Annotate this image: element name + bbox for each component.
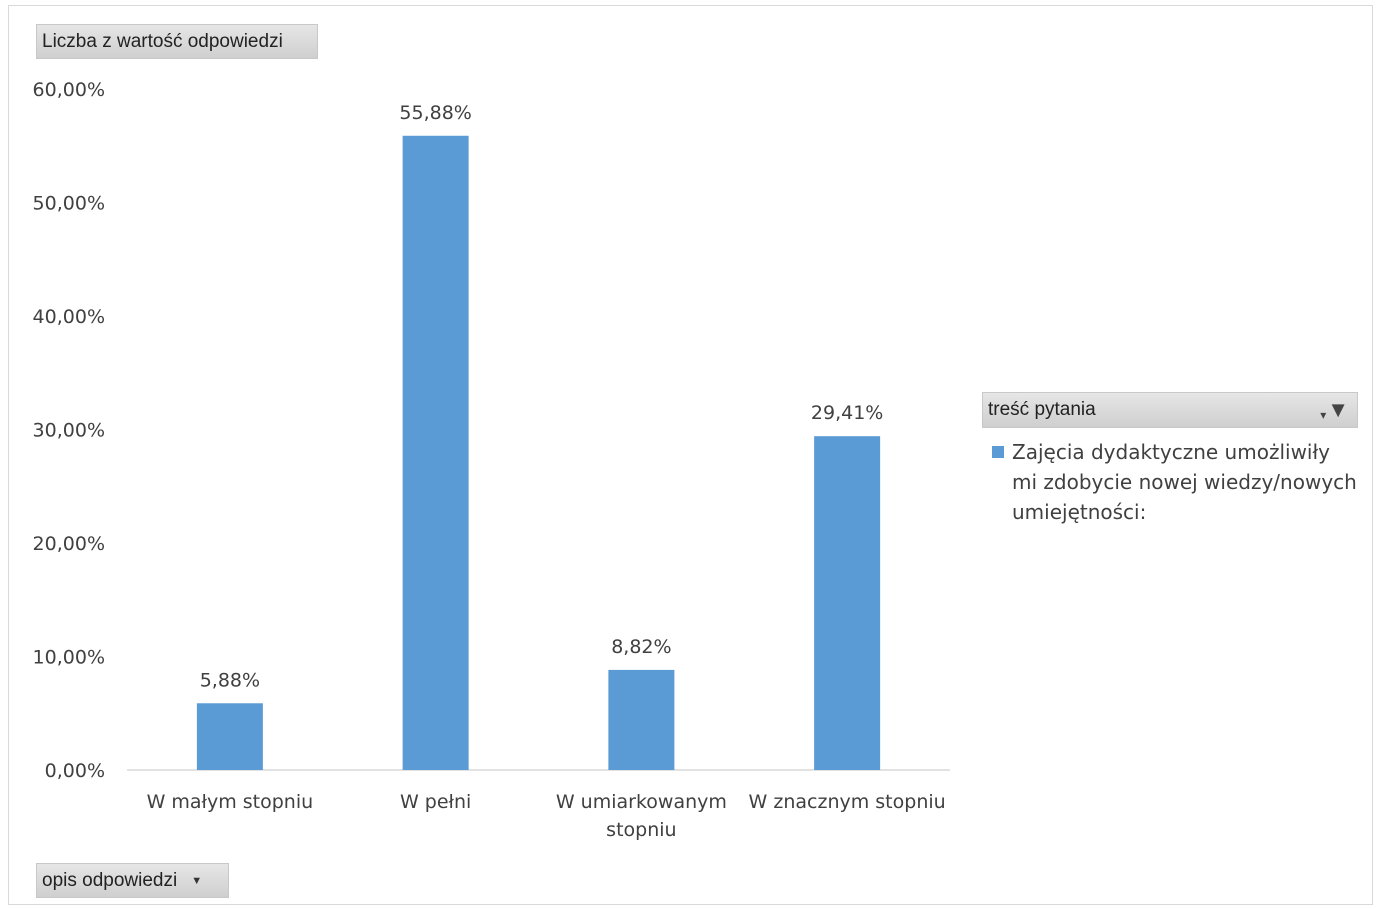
y-tick-label: 20,00% bbox=[33, 533, 105, 555]
value-field-label: Liczba z wartość odpowiedzi bbox=[42, 30, 283, 52]
legend-field-label: treść pytania bbox=[988, 399, 1096, 420]
y-tick-label: 50,00% bbox=[33, 193, 105, 215]
bar[interactable] bbox=[196, 703, 263, 770]
y-tick-label: 40,00% bbox=[33, 306, 105, 328]
data-label: 5,88% bbox=[200, 669, 260, 691]
x-tick-label: W umiarkowanym stopniu bbox=[556, 791, 727, 841]
legend-series-name: Zajęcia dydaktyczne umożliwiły mi zdobyc… bbox=[1012, 440, 1357, 524]
x-tick-label: W małym stopniu bbox=[147, 791, 314, 813]
x-tick-label: W znacznym stopniu bbox=[749, 791, 946, 813]
legend-field-button[interactable]: treść pytania ▾▼ bbox=[982, 392, 1358, 428]
y-tick-label: 30,00% bbox=[33, 420, 105, 442]
chevron-down-icon[interactable]: ▼ bbox=[191, 874, 203, 887]
filter-icon[interactable]: ▾▼ bbox=[1320, 397, 1349, 422]
data-label: 55,88% bbox=[399, 102, 471, 124]
legend: Zajęcia dydaktyczne umożliwiły mi zdobyc… bbox=[992, 437, 1362, 527]
y-tick-label: 0,00% bbox=[45, 760, 105, 782]
x-tick-label: W pełni bbox=[400, 791, 471, 813]
y-tick-label: 60,00% bbox=[33, 79, 105, 101]
bar[interactable] bbox=[608, 669, 675, 770]
value-field-button[interactable]: Liczba z wartość odpowiedzi bbox=[36, 24, 318, 59]
bar[interactable] bbox=[402, 135, 469, 771]
bar[interactable] bbox=[814, 436, 881, 770]
axis-field-label: opis odpowiedzi bbox=[42, 869, 178, 891]
axis-field-button[interactable]: opis odpowiedzi ▼ bbox=[36, 863, 229, 898]
legend-swatch bbox=[992, 446, 1004, 458]
data-label: 8,82% bbox=[611, 636, 671, 658]
data-label: 29,41% bbox=[811, 402, 883, 424]
y-tick-label: 10,00% bbox=[33, 647, 105, 669]
